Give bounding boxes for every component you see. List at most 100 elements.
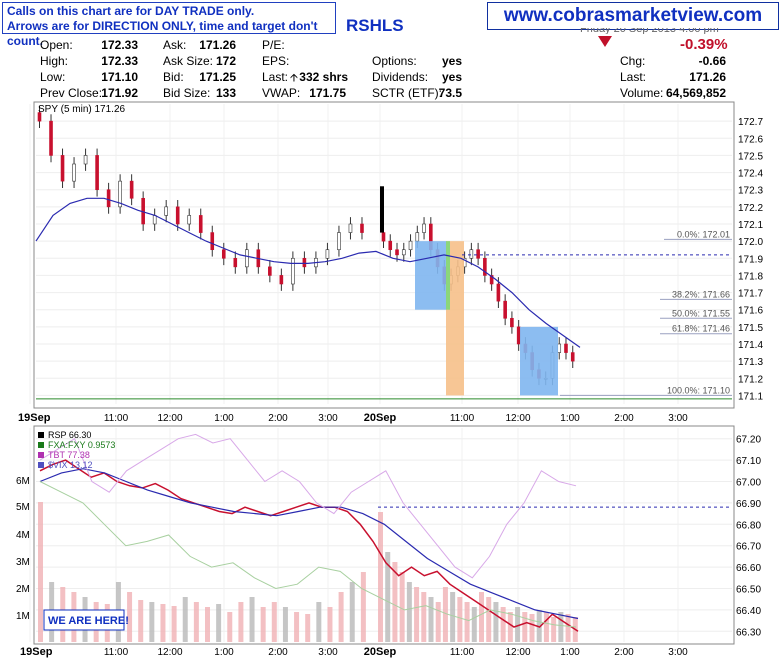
volume-bar bbox=[464, 602, 470, 642]
candle-down bbox=[210, 232, 215, 251]
price-y-tick-label: 171.8 bbox=[738, 271, 763, 282]
volume-bar bbox=[421, 592, 427, 642]
candle-down bbox=[268, 266, 272, 276]
change-percent: -0.39% bbox=[680, 36, 728, 53]
volume-bar bbox=[486, 597, 492, 642]
highlight-zone-1 bbox=[415, 241, 447, 310]
indicator-y-tick-label: 67.20 bbox=[736, 435, 761, 446]
indicator-x-tick-label: 19Sep bbox=[20, 646, 53, 658]
dividends-value: yes bbox=[441, 70, 462, 84]
volume-bar bbox=[260, 607, 266, 642]
legend-entry: RSP 66.30 bbox=[48, 430, 91, 440]
volume-bar bbox=[205, 607, 210, 642]
price-x-tick-label: 19Sep bbox=[18, 412, 51, 424]
vwap-value: 171.75 bbox=[309, 86, 346, 100]
volume-bar bbox=[182, 597, 188, 642]
candle-down bbox=[489, 275, 494, 285]
volume-bar bbox=[338, 592, 344, 642]
indicator-y-tick-label: 66.50 bbox=[736, 585, 761, 596]
price-y-tick-label: 172.2 bbox=[738, 203, 763, 214]
sctr-value: 73.5 bbox=[438, 86, 462, 100]
volume-bar bbox=[406, 582, 412, 642]
volume-bar bbox=[493, 602, 499, 642]
price-x-tick-label: 11:00 bbox=[450, 413, 475, 424]
indicator-x-tick-label: 2:00 bbox=[614, 647, 634, 658]
price-y-tick-label: 171.9 bbox=[738, 254, 763, 265]
candle-up bbox=[187, 215, 192, 225]
candle-down bbox=[49, 120, 53, 156]
bid-size-label: Bid Size: bbox=[163, 86, 211, 100]
volume-bar bbox=[38, 502, 43, 642]
volume-bar bbox=[551, 617, 557, 642]
price-y-tick-label: 172.1 bbox=[738, 220, 763, 231]
volume-bar bbox=[193, 602, 199, 642]
volume-bar bbox=[294, 612, 300, 642]
price-x-ticks: 19Sep 11:00 12:00 1:00 2:00 3:00 20Sep 11:00 12:… bbox=[18, 412, 688, 424]
highlight-zone-4 bbox=[520, 326, 558, 396]
volume-bar bbox=[238, 602, 244, 642]
volume-bar bbox=[227, 612, 233, 642]
volume-bar bbox=[522, 612, 528, 642]
indicator-y-tick-label: 66.80 bbox=[736, 520, 761, 531]
last-label: Last: bbox=[262, 70, 289, 84]
dividends-label: Dividends: bbox=[372, 70, 429, 84]
candle-down bbox=[564, 343, 568, 353]
ask-size-value: 172 bbox=[215, 54, 236, 68]
volume-tick-label: 4M bbox=[16, 530, 30, 541]
price-y-tick-label: 171.1 bbox=[738, 391, 763, 402]
ticker-title: RSHLS bbox=[346, 16, 404, 35]
candle-up bbox=[348, 223, 353, 233]
candle-down bbox=[496, 283, 501, 302]
site-link[interactable]: www.cobrasmarketview.com bbox=[487, 2, 779, 30]
bid-size-value: 133 bbox=[215, 86, 236, 100]
volume-bar bbox=[536, 610, 542, 642]
volume-bar bbox=[378, 512, 383, 642]
candle-down bbox=[381, 232, 386, 242]
open-label: Open: bbox=[40, 38, 73, 52]
fxa-fxy-line bbox=[39, 481, 577, 628]
candle-up bbox=[415, 232, 420, 242]
price-y-tick-label: 172.6 bbox=[738, 134, 763, 145]
indicator-x-tick-label: 3:00 bbox=[668, 647, 688, 658]
last2-label: Last: bbox=[620, 70, 647, 84]
indicator-y-tick-label: 66.30 bbox=[736, 627, 761, 638]
candle-down bbox=[388, 240, 393, 251]
legend-swatch bbox=[38, 442, 44, 448]
last2-value: 171.26 bbox=[689, 70, 726, 84]
volume-bar bbox=[271, 602, 277, 642]
volume-ticks: 6M 5M 4M 3M 2M 1M bbox=[16, 476, 30, 622]
options-value: yes bbox=[441, 54, 462, 68]
rsp-average-line bbox=[39, 468, 579, 620]
tbt-line bbox=[39, 433, 577, 579]
candle-down bbox=[483, 257, 487, 276]
indicator-y-tick-label: 67.10 bbox=[736, 456, 761, 467]
price-y-tick-label: 172.4 bbox=[738, 169, 763, 180]
volume-bar bbox=[127, 592, 133, 642]
candle-down bbox=[233, 257, 238, 268]
volume-bar bbox=[457, 597, 463, 642]
fib-label: 61.8%: 171.46 bbox=[672, 324, 730, 334]
moving-average-line bbox=[35, 197, 581, 348]
volume-tick-label: 2M bbox=[16, 584, 30, 595]
candle-down bbox=[279, 275, 284, 285]
volume-bar bbox=[414, 587, 420, 642]
fib-label: 100.0%: 171.10 bbox=[667, 385, 730, 395]
chg-value: -0.66 bbox=[698, 54, 726, 68]
legend-entry: TBT 77.38 bbox=[48, 450, 90, 460]
price-y-tick-label: 171.2 bbox=[738, 374, 763, 385]
legend-entry: FXA:FXY 0.9573 bbox=[48, 440, 115, 450]
candle-up bbox=[337, 232, 341, 251]
candle-up bbox=[118, 180, 122, 208]
volume-bar bbox=[435, 602, 441, 642]
indicator-x-tick-label: 12:00 bbox=[505, 647, 530, 658]
volume-bar bbox=[479, 592, 484, 642]
date-stamp: Friday 20 Sep 2013 4:00 pm bbox=[580, 28, 719, 34]
price-y-tick-label: 171.5 bbox=[738, 323, 763, 334]
candle-up bbox=[325, 249, 330, 259]
indicator-y-tick-label: 66.70 bbox=[736, 542, 761, 553]
vwap-label: VWAP: bbox=[262, 86, 301, 100]
indicator-x-tick-label: 12:00 bbox=[157, 647, 182, 658]
candle-down bbox=[476, 249, 480, 259]
ask-label: Ask: bbox=[163, 38, 187, 52]
